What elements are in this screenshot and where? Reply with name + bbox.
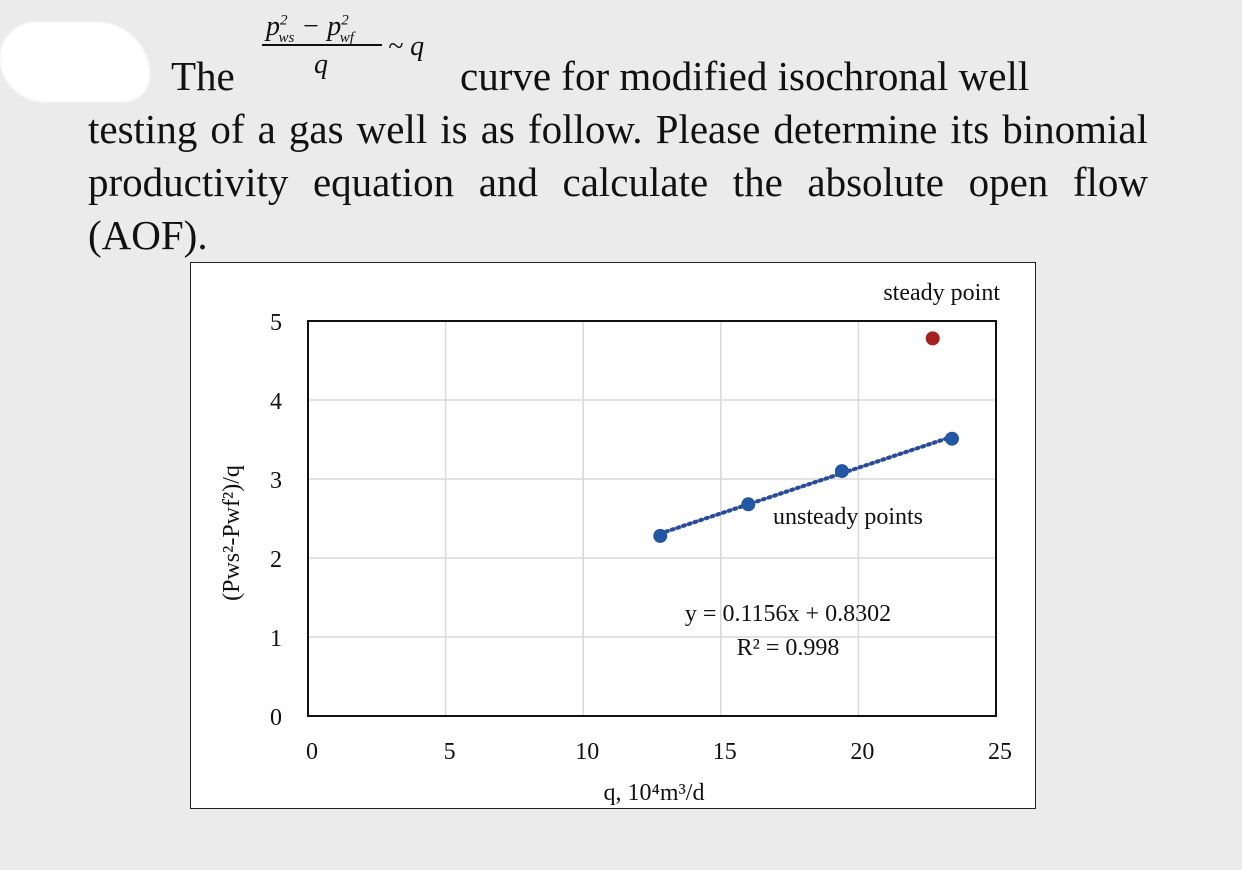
x-tick-label-2: 10 bbox=[575, 739, 599, 765]
fraction-tilde-q: ~ q bbox=[388, 31, 425, 62]
white-smudge bbox=[0, 22, 150, 102]
fraction-bar bbox=[262, 44, 382, 46]
y-tick-label-1: 1 bbox=[270, 626, 282, 652]
y-tick-labels: 0 1 2 3 4 5 bbox=[270, 310, 282, 731]
unsteady-point-1 bbox=[741, 497, 756, 512]
legend-steady-point: steady point bbox=[883, 280, 1000, 306]
y-axis-label: (Pws²-Pwf²)/q bbox=[219, 465, 245, 601]
steady-point-0 bbox=[925, 331, 940, 346]
y-tick-label-0: 0 bbox=[270, 705, 282, 731]
trendline-equation: y = 0.1156x + 0.8302 bbox=[685, 601, 891, 627]
x-tick-labels: 0 5 10 15 20 25 bbox=[306, 739, 1012, 765]
fraction-denominator: q bbox=[314, 49, 328, 80]
unsteady-point-2 bbox=[834, 464, 849, 479]
x-tick-label-0: 0 bbox=[306, 739, 318, 765]
fraction-numerator-text: p2ws − p2wf bbox=[266, 11, 354, 46]
data-points bbox=[653, 331, 959, 543]
trendline-r-squared: R² = 0.998 bbox=[737, 635, 840, 661]
question-line-1-rest: curve for modified isochronal well bbox=[460, 53, 1030, 99]
question-text: The curve for modified isochronal well t… bbox=[88, 50, 1148, 262]
unsteady-point-3 bbox=[944, 431, 959, 446]
x-tick-label-1: 5 bbox=[444, 739, 456, 765]
legend-unsteady-points: unsteady points bbox=[773, 504, 923, 530]
chart-frame bbox=[190, 262, 1036, 809]
y-tick-label-2: 2 bbox=[270, 547, 282, 573]
unsteady-point-0 bbox=[653, 528, 668, 543]
x-tick-label-3: 15 bbox=[713, 739, 737, 765]
fraction-numerator: p2ws − p2wf bbox=[266, 6, 354, 53]
x-tick-label-5: 25 bbox=[988, 739, 1012, 765]
x-tick-label-4: 20 bbox=[850, 739, 874, 765]
plot-area-border bbox=[307, 320, 997, 717]
y-tick-label-5: 5 bbox=[270, 310, 282, 336]
question-body: testing of a gas well is as follow. Plea… bbox=[88, 106, 1148, 258]
pressure-fraction-formula: p2ws − p2wf q ~ q bbox=[258, 6, 438, 86]
question-word-the: The bbox=[171, 53, 235, 99]
y-tick-label-4: 4 bbox=[270, 389, 282, 415]
x-axis-label: q, 10⁴m³/d bbox=[604, 780, 705, 806]
trendline bbox=[658, 434, 954, 536]
y-tick-label-3: 3 bbox=[270, 468, 282, 494]
question-line-1: The curve for modified isochronal well bbox=[88, 50, 1148, 103]
